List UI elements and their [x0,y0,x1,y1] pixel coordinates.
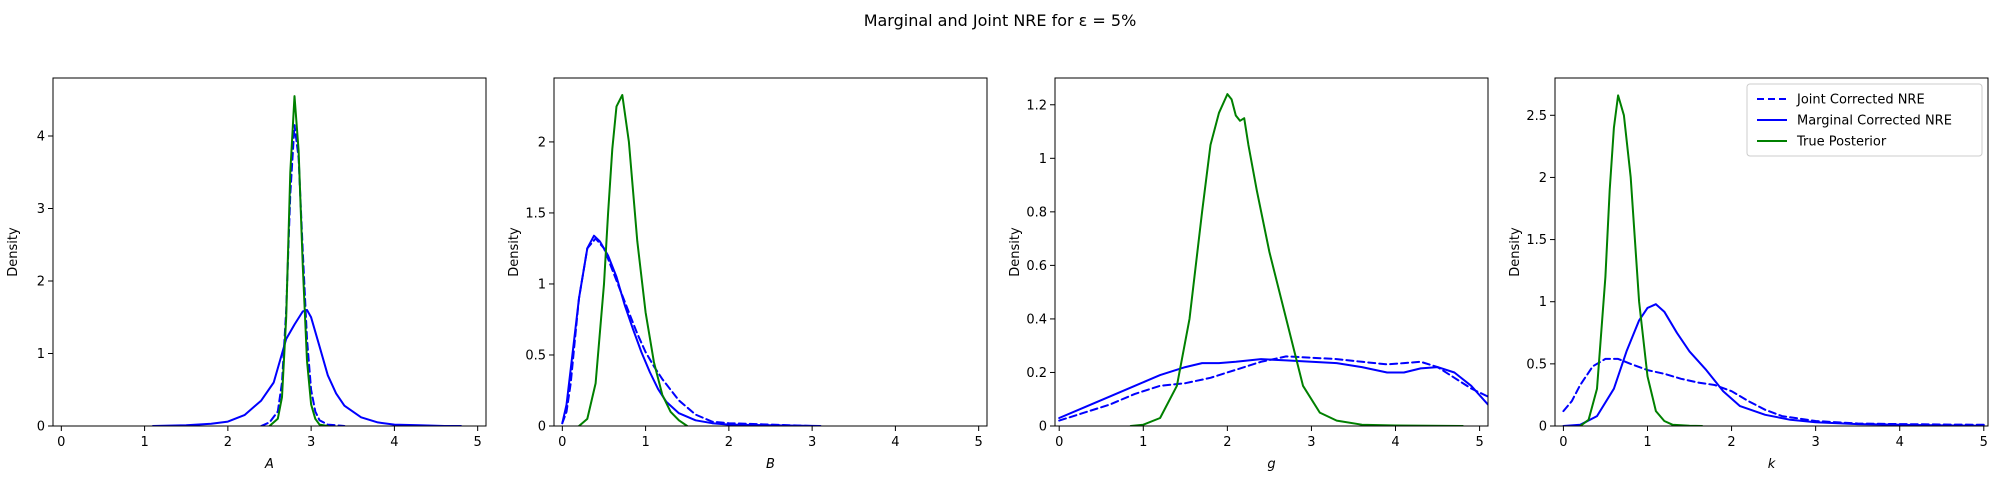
series-true [1129,93,1464,426]
y-tick-label: 2 [1539,171,1547,186]
panels: 0 1 2 3 4 5 0 1 2 3 4 A Density 0 1 2 3 4 5 0 0.5 1 1.5 2 B Densi… [6,77,1989,472]
x-tick-label: 2 [1223,435,1231,450]
y-tick-label: 1 [1539,295,1547,310]
axes-frame [52,77,487,427]
y-tick-label: 0 [538,420,546,435]
y-tick-label: 0 [1539,420,1547,435]
x-tick-label: 5 [975,435,983,450]
y-tick-label: 2.5 [1526,109,1547,124]
y-axis-label: Density [507,227,522,277]
y-tick-label: 1.5 [525,206,546,221]
x-tick-label: 4 [390,435,398,450]
legend: Joint Corrected NRE Marginal Corrected NR… [1746,83,1983,157]
legend-label-joint: Joint Corrected NRE [1796,93,1925,108]
series-joint [561,237,814,426]
x-tick-label: 3 [1307,435,1315,450]
y-tick-label: 4 [37,130,45,145]
x-tick-label: 2 [725,435,733,450]
x-tick-label: 2 [1727,435,1735,450]
y-tick-label: 0 [37,420,45,435]
x-tick-label: 2 [224,435,232,450]
series-marginal [151,309,462,426]
y-tick-label: 0.6 [1026,259,1047,274]
series-marginal [561,234,822,426]
y-tick-label: 1.2 [1026,98,1047,113]
legend-label-true: True Posterior [1796,135,1887,150]
panel-b: 0 1 2 3 4 5 0 0.5 1 1.5 2 B Density [507,77,988,472]
y-axis-label: Density [1508,227,1523,277]
legend-box [1746,83,1983,157]
y-axis-label: Density [1008,227,1023,277]
x-tick-label: 1 [1643,435,1651,450]
x-tick-label: 4 [1391,435,1399,450]
axes-frame [1554,77,1989,427]
series-joint [1562,357,1985,426]
x-tick-label: 0 [57,435,65,450]
legend-label-marginal: Marginal Corrected NRE [1797,114,1952,129]
x-tick-label: 0 [1055,435,1063,450]
y-tick-label: 1 [37,347,45,362]
y-tick-label: 1.5 [1526,233,1547,248]
figure-title: Marginal and Joint NRE for ε = 5% [864,11,1137,30]
x-tick-label: 5 [474,435,482,450]
panel-a: 0 1 2 3 4 5 0 1 2 3 4 A Density [6,77,487,472]
y-tick-label: 1 [538,277,546,292]
series-true [1579,94,1704,426]
x-tick-label: 3 [1812,435,1820,450]
axes-frame [1054,77,1489,427]
y-tick-label: 0.4 [1026,312,1047,327]
y-axis-label: Density [6,227,21,277]
x-axis-label: g [1267,457,1275,472]
series-marginal [1562,303,1985,426]
series-true [578,94,689,426]
panel-k: 0 1 2 3 4 5 0 0.5 1 1.5 2 2.5 k Density [1508,77,1989,472]
y-tick-label: 0 [1039,420,1047,435]
x-tick-label: 1 [1139,435,1147,450]
x-tick-label: 3 [808,435,816,450]
x-tick-label: 4 [1896,435,1904,450]
x-tick-label: 0 [558,435,566,450]
series-joint [1058,355,1488,422]
x-axis-label: k [1768,457,1776,472]
y-tick-label: 1 [1039,152,1047,167]
x-tick-label: 1 [641,435,649,450]
y-tick-label: 2 [538,135,546,150]
series-true [268,95,329,426]
x-tick-label: 0 [1559,435,1567,450]
y-tick-label: 2 [37,275,45,290]
y-tick-label: 0.5 [1526,357,1547,372]
x-axis-label: B [766,457,775,472]
axes-frame [553,77,988,427]
x-tick-label: 3 [307,435,315,450]
y-tick-label: 0.5 [525,348,546,363]
y-tick-label: 0.2 [1026,366,1047,381]
y-tick-label: 3 [37,202,45,217]
panel-g: 0 1 2 3 4 5 0 0.2 0.4 0.6 0.8 1 1.2 g Density [1008,77,1489,472]
x-axis-label: A [264,457,274,472]
x-tick-label: 1 [140,435,148,450]
series-marginal [1058,358,1488,419]
x-tick-label: 5 [1475,435,1483,450]
x-tick-label: 5 [1980,435,1988,450]
y-tick-label: 0.8 [1026,205,1047,220]
x-tick-label: 4 [891,435,899,450]
